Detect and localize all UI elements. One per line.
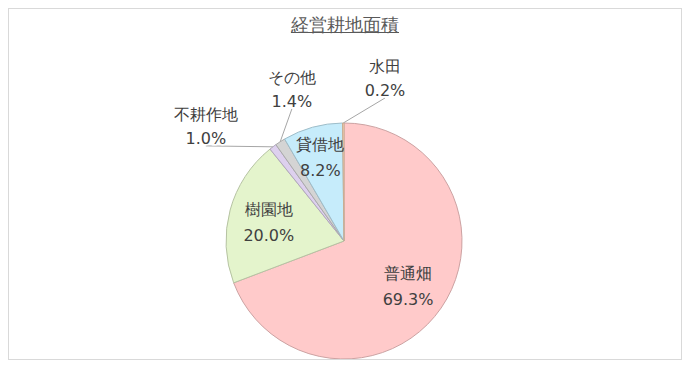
- svg-text:1.0%: 1.0%: [185, 129, 226, 148]
- svg-text:貸借地: 貸借地: [296, 135, 344, 154]
- svg-text:水田: 水田: [369, 57, 401, 76]
- svg-text:0.2%: 0.2%: [365, 81, 406, 100]
- svg-text:20.0%: 20.0%: [243, 226, 294, 245]
- svg-text:樹園地: 樹園地: [245, 200, 293, 219]
- svg-text:1.4%: 1.4%: [272, 92, 313, 111]
- svg-text:不耕作地: 不耕作地: [174, 105, 238, 124]
- html-text:経営耕地面積: 経営耕地面積: [291, 14, 399, 35]
- svg-text:その他: その他: [268, 68, 316, 87]
- svg-text:普通畑: 普通畑: [384, 264, 432, 283]
- svg-text:8.2%: 8.2%: [300, 161, 341, 180]
- svg-text:69.3%: 69.3%: [383, 290, 434, 309]
